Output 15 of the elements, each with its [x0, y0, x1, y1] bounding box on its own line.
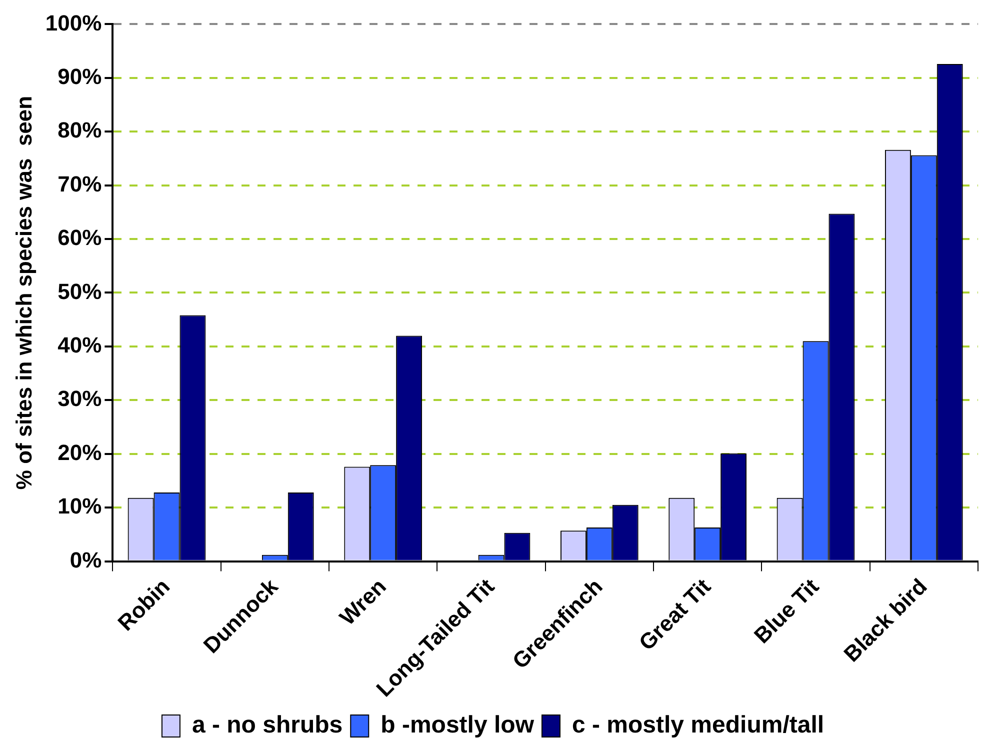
y-tick-label: 60% [58, 225, 102, 250]
legend-label: c - mostly medium/tall [572, 712, 824, 739]
legend-label: b -mostly low [380, 712, 534, 739]
y-tick-label: 30% [58, 386, 102, 412]
y-tick-label: 100% [45, 10, 102, 36]
y-tick-label: 50% [58, 278, 102, 304]
y-tick-label: 10% [58, 494, 102, 519]
y-tick-label: 20% [58, 440, 102, 465]
y-tick-label: 70% [58, 171, 102, 196]
y-tick-label: 80% [58, 118, 102, 143]
y-tick-label: 0% [70, 547, 102, 572]
y-tick-label: 40% [58, 332, 102, 358]
legend-label: a - no shrubs [192, 712, 343, 739]
y-axis-title: % of sites in which species was seen [11, 96, 36, 490]
y-tick-label: 90% [58, 64, 102, 89]
